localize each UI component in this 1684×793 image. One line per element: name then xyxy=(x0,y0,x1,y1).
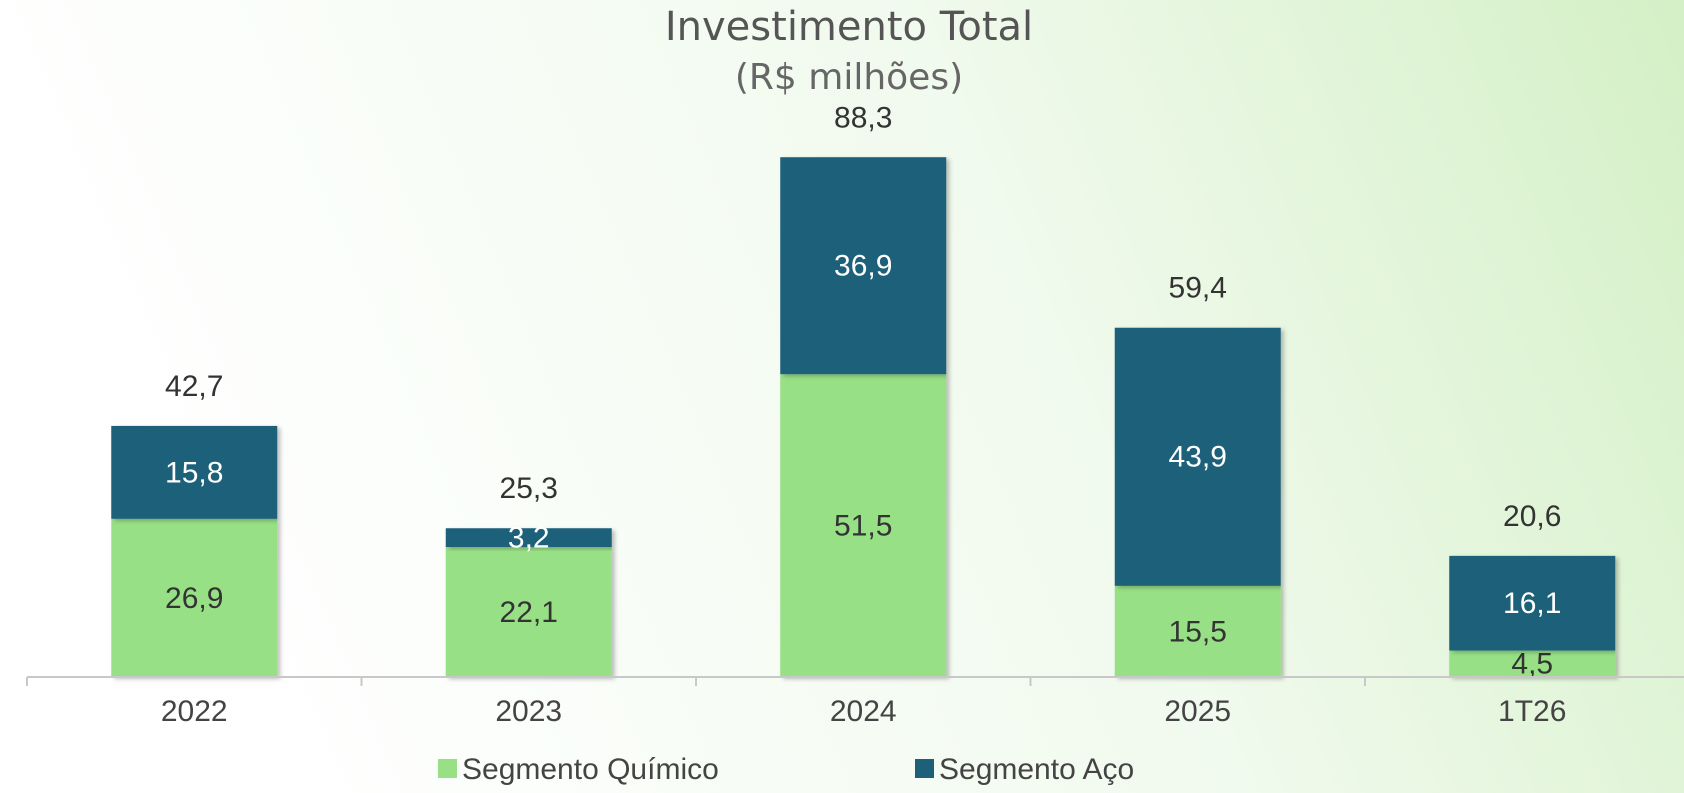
value-label: 26,9 xyxy=(165,582,223,615)
bar-segment xyxy=(780,157,947,375)
total-label: 20,6 xyxy=(1503,500,1561,533)
x-tick-label: 2025 xyxy=(1164,695,1231,728)
value-label: 16,1 xyxy=(1503,587,1561,620)
value-label: 4,5 xyxy=(1511,648,1553,681)
legend-label: Segmento Aço xyxy=(939,753,1134,786)
value-label: 3,2 xyxy=(508,522,550,555)
bar-segment xyxy=(1449,650,1616,677)
value-label: 15,8 xyxy=(165,456,223,489)
total-label: 42,7 xyxy=(165,370,223,403)
legend-swatch xyxy=(438,759,457,778)
bar-segment xyxy=(445,528,612,548)
legend-label: Segmento Químico xyxy=(462,753,719,786)
x-tick-label: 2024 xyxy=(830,695,897,728)
bar-segment xyxy=(1114,585,1281,677)
total-label: 59,4 xyxy=(1169,272,1227,305)
bar-segment xyxy=(1449,555,1616,651)
bar-segment xyxy=(780,374,947,677)
value-label: 43,9 xyxy=(1169,441,1227,474)
legend-swatch xyxy=(915,759,934,778)
value-label: 15,5 xyxy=(1169,615,1227,648)
bar-segment xyxy=(445,547,612,677)
x-tick-label: 1T26 xyxy=(1498,695,1566,728)
x-tick-label: 2023 xyxy=(495,695,562,728)
x-tick-label: 2022 xyxy=(161,695,228,728)
chart-title: Investimento Total xyxy=(665,4,1033,50)
bar-segment xyxy=(111,518,278,677)
value-label: 51,5 xyxy=(834,510,892,543)
total-label: 25,3 xyxy=(500,472,558,505)
value-label: 22,1 xyxy=(500,596,558,629)
bar-segment xyxy=(111,425,278,519)
value-label: 36,9 xyxy=(834,250,892,283)
chart-subtitle: (R$ milhões) xyxy=(735,57,963,98)
total-label: 88,3 xyxy=(834,102,892,135)
bar-segment xyxy=(1114,327,1281,586)
